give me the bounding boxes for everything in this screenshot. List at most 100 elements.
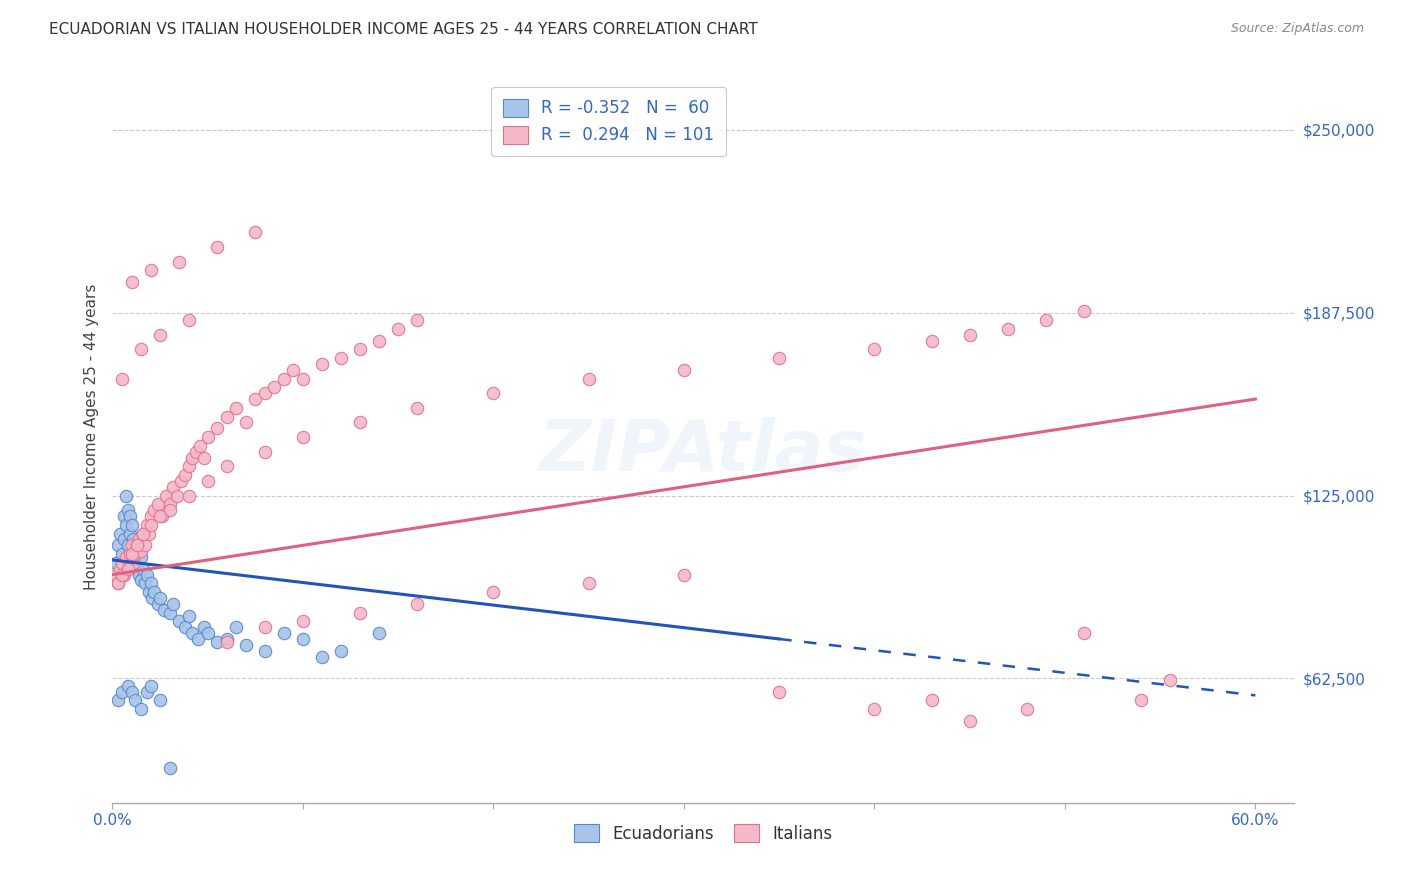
Point: [138, 526, 160, 541]
Point: [117, 562, 139, 576]
Point: [121, 538, 143, 552]
Point: [921, 693, 943, 707]
Point: [149, 509, 172, 524]
Point: [173, 468, 195, 483]
Point: [368, 626, 391, 640]
Point: [155, 489, 177, 503]
Point: [135, 684, 157, 698]
Point: [253, 386, 276, 401]
Point: [291, 371, 314, 385]
Point: [127, 538, 149, 552]
Point: [482, 585, 505, 599]
Point: [207, 240, 229, 254]
Point: [997, 322, 1019, 336]
Point: [121, 684, 143, 698]
Point: [107, 538, 129, 552]
Point: [111, 567, 134, 582]
Point: [1159, 673, 1181, 687]
Point: [215, 409, 238, 424]
Point: [107, 576, 129, 591]
Point: [193, 620, 215, 634]
Point: [159, 503, 181, 517]
Point: [330, 643, 353, 657]
Point: [121, 547, 143, 561]
Point: [578, 576, 600, 591]
Point: [187, 632, 209, 646]
Point: [177, 608, 200, 623]
Point: [177, 489, 200, 503]
Point: [406, 597, 429, 611]
Point: [118, 526, 141, 541]
Point: [138, 585, 160, 599]
Point: [921, 334, 943, 348]
Point: [672, 567, 695, 582]
Legend: Ecuadorians, Italians: Ecuadorians, Italians: [567, 817, 839, 849]
Point: [129, 343, 152, 357]
Point: [124, 547, 146, 561]
Point: [117, 679, 139, 693]
Point: [253, 643, 276, 657]
Point: [149, 591, 172, 605]
Point: [959, 327, 981, 342]
Point: [143, 503, 166, 517]
Point: [134, 538, 156, 552]
Point: [143, 585, 166, 599]
Point: [959, 714, 981, 728]
Point: [121, 547, 143, 561]
Point: [197, 430, 219, 444]
Point: [181, 450, 204, 465]
Point: [186, 444, 208, 458]
Point: [197, 474, 219, 488]
Point: [108, 562, 131, 576]
Point: [122, 533, 145, 547]
Point: [253, 444, 276, 458]
Point: [162, 480, 184, 494]
Point: [159, 761, 181, 775]
Point: [215, 632, 238, 646]
Point: [129, 549, 152, 564]
Point: [139, 517, 162, 532]
Point: [207, 421, 229, 435]
Point: [148, 597, 170, 611]
Point: [124, 538, 146, 552]
Point: [245, 225, 267, 239]
Point: [235, 416, 257, 430]
Point: [141, 591, 163, 605]
Point: [129, 702, 152, 716]
Point: [225, 401, 247, 415]
Point: [863, 702, 886, 716]
Point: [173, 620, 195, 634]
Point: [132, 562, 155, 576]
Point: [330, 351, 353, 365]
Point: [117, 562, 139, 576]
Point: [111, 556, 134, 570]
Point: [112, 509, 135, 524]
Point: [111, 547, 134, 561]
Point: [406, 313, 429, 327]
Point: [117, 538, 139, 552]
Point: [368, 334, 391, 348]
Point: [129, 544, 152, 558]
Point: [124, 693, 146, 707]
Point: [112, 533, 135, 547]
Point: [121, 517, 143, 532]
Point: [135, 517, 157, 532]
Point: [197, 626, 219, 640]
Point: [387, 322, 409, 336]
Point: [188, 439, 211, 453]
Point: [170, 474, 193, 488]
Text: ECUADORIAN VS ITALIAN HOUSEHOLDER INCOME AGES 25 - 44 YEARS CORRELATION CHART: ECUADORIAN VS ITALIAN HOUSEHOLDER INCOME…: [49, 22, 758, 37]
Point: [121, 275, 143, 289]
Point: [349, 606, 371, 620]
Point: [159, 497, 181, 511]
Point: [291, 615, 314, 629]
Point: [149, 327, 172, 342]
Point: [107, 576, 129, 591]
Point: [291, 632, 314, 646]
Point: [132, 526, 155, 541]
Point: [105, 567, 128, 582]
Point: [1073, 304, 1095, 318]
Point: [1073, 626, 1095, 640]
Y-axis label: Householder Income Ages 25 - 44 years: Householder Income Ages 25 - 44 years: [83, 284, 98, 591]
Text: Source: ZipAtlas.com: Source: ZipAtlas.com: [1230, 22, 1364, 36]
